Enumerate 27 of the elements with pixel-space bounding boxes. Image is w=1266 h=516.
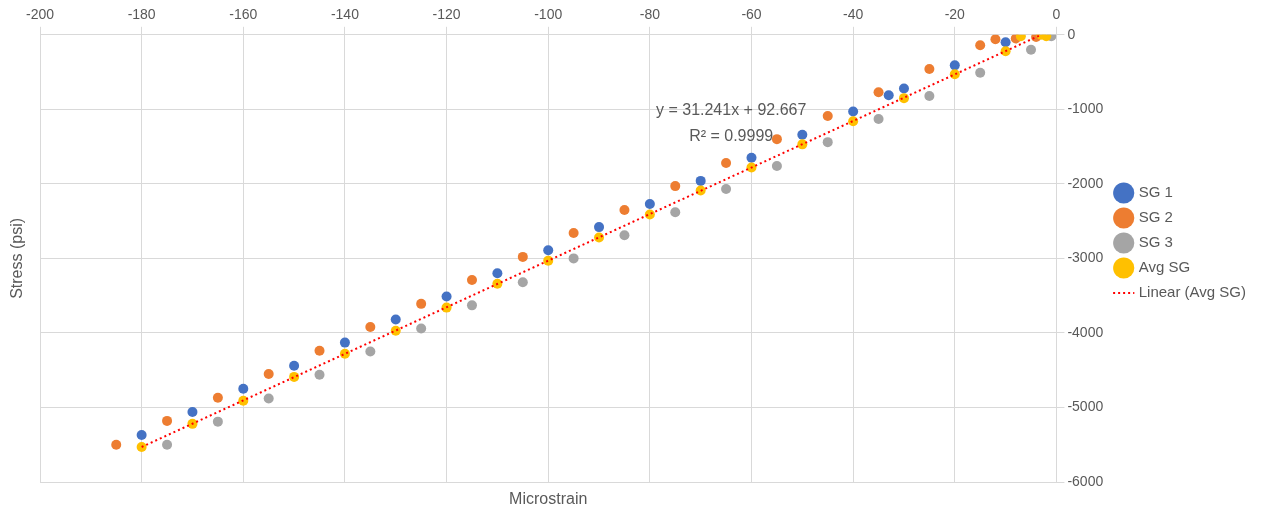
y-tick-label: -4000 [1067, 323, 1104, 340]
legend-label: Linear (Avg SG) [1138, 283, 1247, 301]
y-tick-label: 0 [1067, 25, 1076, 42]
x-tick-label: 0 [1052, 6, 1061, 23]
x-tick-label: -180 [127, 6, 156, 23]
x-tick-label: -200 [25, 6, 55, 23]
x-tick-label: -100 [534, 6, 563, 23]
x-tick-label: -40 [843, 6, 864, 23]
y-tick-label: -6000 [1067, 472, 1104, 489]
annotation: R² = 0.9999 [689, 127, 774, 145]
x-tick-label: -160 [229, 6, 258, 23]
x-tick-label: -120 [432, 6, 461, 23]
legend-label: Avg SG [1138, 258, 1191, 276]
x-tick-label: -80 [639, 6, 661, 23]
legend-label: SG 3 [1138, 233, 1173, 251]
annotation: y = 31.241x + 92.667 [656, 101, 807, 119]
x-tick-label: -60 [741, 6, 762, 23]
x-tick-label: -140 [330, 6, 360, 23]
y-tick-label: -5000 [1067, 398, 1104, 415]
legend-label: SG 2 [1138, 208, 1173, 226]
x-tick-label: -20 [944, 6, 966, 23]
y-tick-label: -1000 [1067, 100, 1104, 117]
x-axis-title: Microstrain [509, 490, 588, 508]
y-axis-title: Stress (psi) [8, 217, 26, 299]
y-tick-label: -3000 [1067, 249, 1104, 266]
legend-label: SG 1 [1138, 183, 1173, 201]
y-tick-label: -2000 [1067, 174, 1104, 191]
